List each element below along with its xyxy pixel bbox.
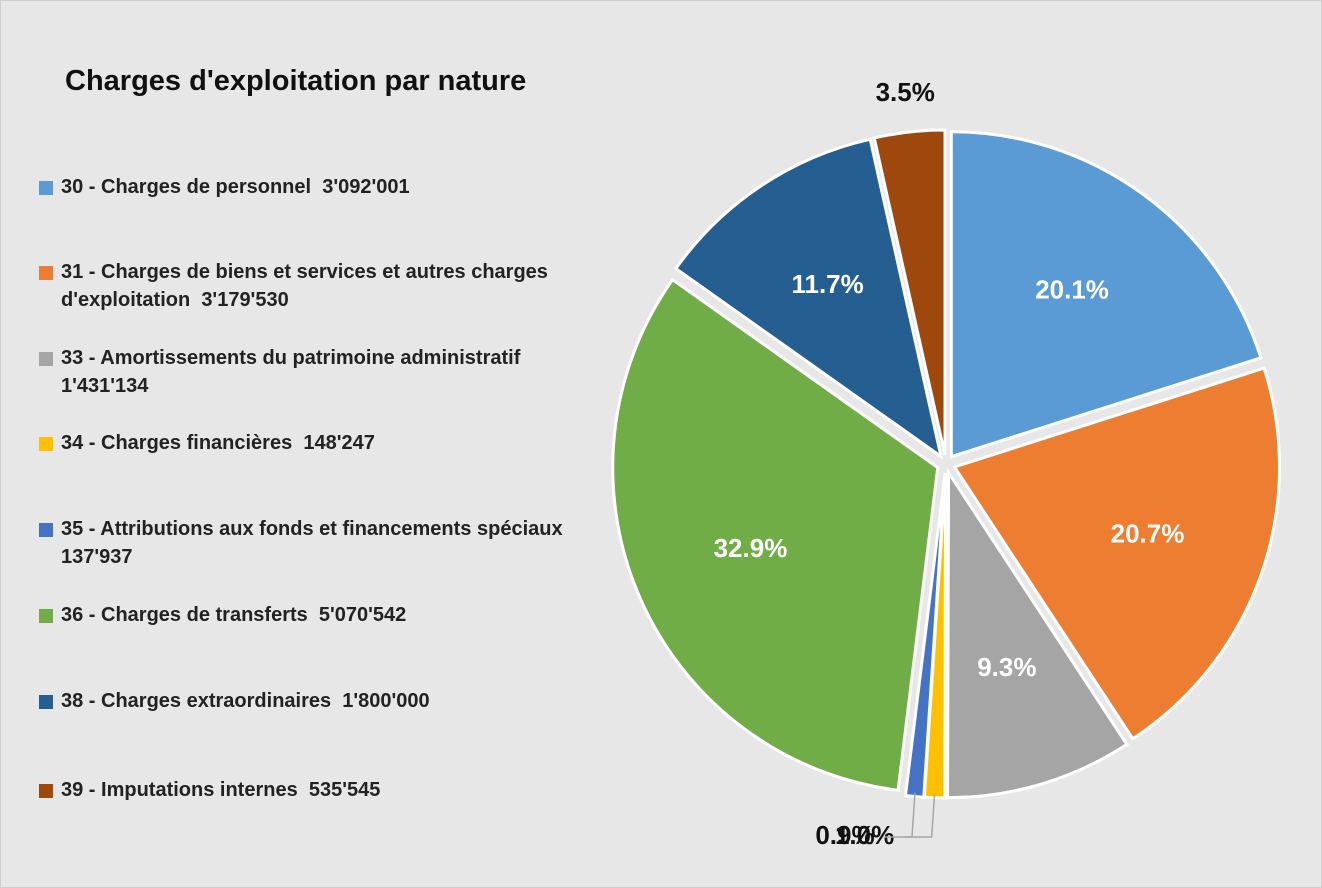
legend-swatch <box>39 266 53 280</box>
data-label: 3.5% <box>876 77 935 107</box>
legend-item: 34 - Charges financières 148'247 <box>39 429 599 457</box>
data-label: 0.9% <box>815 820 874 850</box>
legend-label: 34 - Charges financières 148'247 <box>61 432 375 454</box>
data-label: 32.9% <box>714 533 788 563</box>
legend-label: 38 - Charges extraordinaires 1'800'000 <box>61 690 430 712</box>
legend-item: 30 - Charges de personnel 3'092'001 <box>39 173 599 201</box>
pie-slice <box>952 366 1281 741</box>
chart-title: Charges d'exploitation par nature <box>65 65 527 97</box>
data-label: 9.3% <box>977 652 1036 682</box>
legend-swatch <box>39 181 53 195</box>
legend-swatch <box>39 523 53 537</box>
data-label: 11.7% <box>791 269 863 299</box>
data-label: 20.1% <box>1035 274 1109 304</box>
legend-label: 36 - Charges de transferts 5'070'542 <box>61 604 407 626</box>
legend-label: 30 - Charges de personnel 3'092'001 <box>61 176 410 198</box>
leader-line <box>904 793 936 838</box>
legend-swatch <box>39 609 53 623</box>
legend-label: 35 - Attributions aux fonds et financeme… <box>61 518 574 568</box>
pie-slice <box>611 277 940 792</box>
legend-swatch <box>39 695 53 709</box>
legend-label: 33 - Amortissements du patrimoine admini… <box>61 347 532 397</box>
data-label: 20.7% <box>1111 518 1185 548</box>
legend-swatch <box>39 784 53 798</box>
legend-item: 31 - Charges de biens et services et aut… <box>39 258 599 314</box>
pie-slice <box>872 128 947 456</box>
legend-item: 33 - Amortissements du patrimoine admini… <box>39 344 599 400</box>
leader-line <box>884 792 916 838</box>
legend-item: 39 - Imputations internes 535'545 <box>39 776 599 804</box>
legend-label: 39 - Imputations internes 535'545 <box>61 779 381 801</box>
legend-label: 31 - Charges de biens et services et aut… <box>61 261 554 311</box>
pie-slice <box>949 130 1263 459</box>
legend-item: 38 - Charges extraordinaires 1'800'000 <box>39 687 599 715</box>
legend-swatch <box>39 437 53 451</box>
legend-item: 36 - Charges de transferts 5'070'542 <box>39 601 599 629</box>
pie-slice <box>946 467 1129 800</box>
data-label: 1.0% <box>835 820 894 850</box>
legend-swatch <box>39 352 53 366</box>
legend-item: 35 - Attributions aux fonds et financeme… <box>39 515 599 571</box>
pie-slice <box>673 137 944 460</box>
